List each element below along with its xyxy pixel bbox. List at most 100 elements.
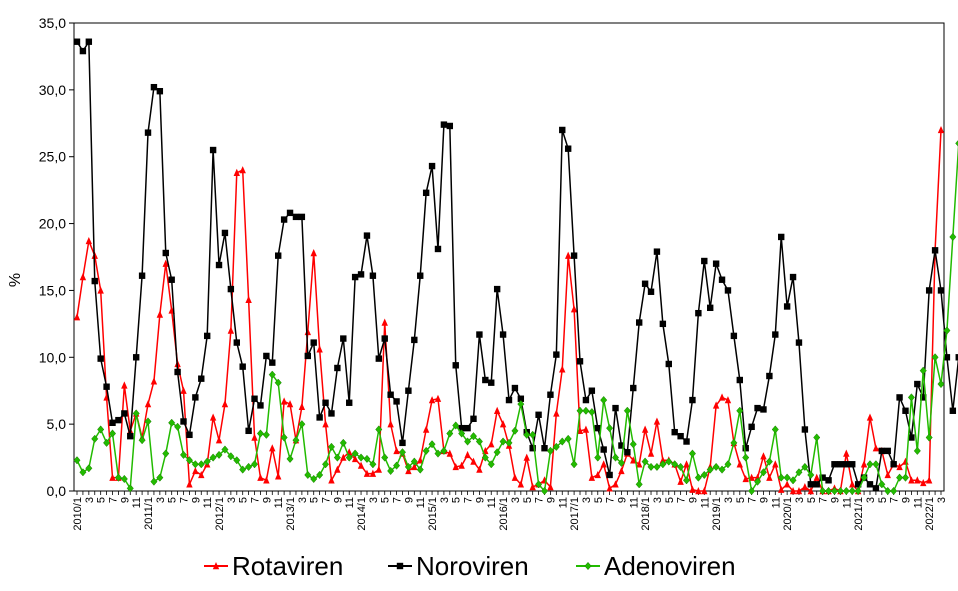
- x-tick-label: 2017/1: [569, 497, 581, 531]
- data-point-rotaviren: [298, 402, 306, 410]
- data-point-adenoviren: [659, 460, 667, 469]
- data-point-adenoviren: [765, 457, 773, 466]
- data-point-rotaviren: [470, 457, 477, 465]
- data-point-adenoviren: [114, 473, 122, 482]
- data-point-noroviren: [292, 213, 300, 221]
- data-point-noroviren: [955, 354, 958, 361]
- data-point-adenoviren: [671, 460, 679, 469]
- legend-label-noroviren: Noroviren: [416, 551, 529, 581]
- data-point-noroviren: [535, 411, 542, 418]
- data-point-adenoviren: [416, 465, 424, 474]
- data-point-noroviren: [251, 395, 258, 402]
- data-point-noroviren: [671, 428, 678, 436]
- data-point-adenoviren: [777, 473, 785, 482]
- data-point-noroviren: [322, 399, 329, 406]
- data-point-noroviren: [872, 485, 880, 492]
- data-point-rotaviren: [529, 482, 536, 491]
- data-point-adenoviren: [79, 468, 87, 477]
- x-tick-label: 2014/1: [356, 497, 368, 531]
- data-point-adenoviren: [150, 477, 158, 486]
- data-point-rotaviren: [872, 444, 880, 452]
- data-point-adenoviren: [949, 232, 957, 242]
- data-point-rotaviren: [813, 473, 820, 481]
- data-point-adenoviren: [913, 446, 921, 455]
- data-point-noroviren: [476, 331, 483, 338]
- data-point-rotaviren: [328, 476, 335, 484]
- data-point-noroviren: [375, 355, 383, 362]
- data-point-noroviren: [890, 461, 897, 468]
- data-point-rotaviren: [778, 485, 785, 493]
- data-point-adenoviren: [410, 457, 418, 466]
- data-point-noroviren: [85, 38, 93, 45]
- data-point-noroviren: [168, 276, 175, 283]
- y-tick-label: 35,0: [39, 15, 66, 31]
- data-point-noroviren: [914, 380, 921, 388]
- data-point-rotaviren: [807, 487, 815, 495]
- data-point-noroviren: [221, 229, 229, 237]
- data-point-adenoviren: [97, 425, 105, 434]
- data-point-noroviren: [422, 189, 430, 197]
- data-point-noroviren: [257, 402, 264, 409]
- data-point-noroviren: [275, 252, 282, 259]
- data-point-noroviren: [925, 287, 933, 294]
- data-point-noroviren: [233, 339, 240, 346]
- data-point-rotaviren: [411, 462, 418, 471]
- data-point-noroviren: [517, 395, 525, 402]
- data-point-adenoviren: [168, 418, 176, 427]
- x-tick-label: 7: [747, 497, 759, 503]
- data-point-adenoviren: [517, 400, 525, 409]
- data-point-adenoviren: [748, 486, 756, 496]
- data-point-adenoviren: [363, 454, 371, 463]
- data-point-adenoviren: [523, 430, 531, 439]
- data-point-noroviren: [428, 162, 436, 170]
- data-point-adenoviren: [795, 468, 803, 477]
- y-tick-label: 25,0: [39, 149, 66, 165]
- data-point-adenoviren: [446, 429, 454, 438]
- x-tick-label: 9: [119, 497, 131, 503]
- data-point-adenoviren: [842, 486, 850, 496]
- data-point-adenoviren: [558, 437, 566, 446]
- data-point-rotaviren: [772, 460, 779, 468]
- data-point-rotaviren: [144, 400, 152, 408]
- data-point-noroviren: [417, 272, 424, 279]
- data-point-noroviren: [559, 126, 566, 134]
- data-point-noroviren: [115, 416, 122, 424]
- data-point-rotaviren: [257, 473, 264, 481]
- data-point-adenoviren: [126, 484, 134, 493]
- x-tick-label: 11: [912, 497, 924, 508]
- data-point-noroviren: [529, 445, 536, 452]
- data-point-adenoviren: [268, 370, 276, 379]
- y-tick-label: 30,0: [39, 82, 66, 98]
- data-point-noroviren: [582, 396, 590, 404]
- data-point-rotaviren: [635, 460, 643, 468]
- data-point-adenoviren: [570, 460, 578, 469]
- data-point-adenoviren: [179, 450, 188, 459]
- x-tick-label: 3: [155, 497, 167, 503]
- data-point-noroviren: [937, 287, 945, 294]
- data-point-rotaviren: [659, 456, 667, 464]
- x-tick-label: 7: [605, 497, 617, 503]
- data-point-rotaviren: [85, 236, 93, 245]
- data-point-adenoviren: [653, 462, 661, 472]
- x-tick-label: 7: [179, 497, 191, 503]
- data-point-adenoviren: [623, 406, 631, 415]
- data-point-noroviren: [180, 418, 187, 425]
- data-point-noroviren: [505, 396, 513, 404]
- y-tick-label: 20,0: [39, 216, 66, 232]
- data-point-adenoviren: [381, 453, 389, 462]
- x-tick-label: 5: [380, 497, 392, 503]
- data-point-adenoviren: [333, 453, 341, 462]
- data-point-noroviren: [405, 387, 412, 394]
- data-point-adenoviren: [783, 473, 791, 482]
- data-point-adenoviren: [156, 473, 164, 482]
- data-point-adenoviren: [665, 457, 673, 466]
- data-point-adenoviren: [854, 486, 862, 496]
- data-point-noroviren: [600, 446, 607, 453]
- data-point-rotaviren: [783, 480, 791, 488]
- data-point-rotaviren: [221, 400, 229, 408]
- data-point-rotaviren: [192, 466, 199, 475]
- data-point-adenoviren: [387, 466, 395, 476]
- data-point-rotaviren: [340, 453, 347, 461]
- data-point-adenoviren: [197, 460, 205, 469]
- data-point-noroviren: [594, 424, 601, 432]
